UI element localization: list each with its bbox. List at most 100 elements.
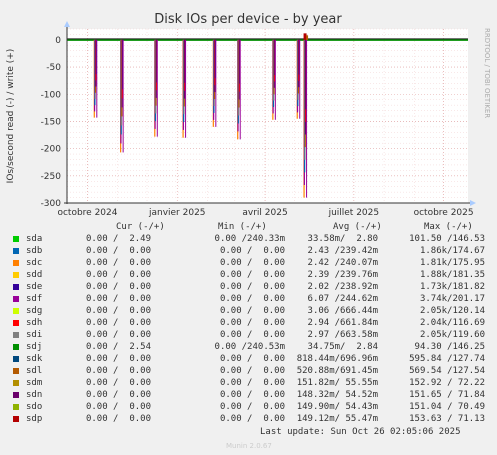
y-axis-ticks: 0 -50 -100 -150 -200 -250 -300 — [41, 36, 62, 209]
legend-cur: 0.00 / 0.00 — [85, 258, 151, 268]
legend-name: sde — [26, 282, 43, 292]
legend-row-sda: sda 0.00 / 2.49 0.00 /240.33m 33.58m/ 2.80 1… — [0, 234, 497, 246]
legend-min: 0.00 / 0.00 — [219, 390, 285, 400]
legend-cur: 0.00 / 0.00 — [85, 414, 151, 424]
legend-max: 2.04k/116.69 — [419, 318, 485, 328]
header-max: Max (-/+) — [424, 222, 473, 232]
legend-avg: 149.12m/ 55.47m — [296, 414, 378, 424]
x-tick-label: janvier 2025 — [148, 208, 206, 218]
x-axis-arrow — [470, 200, 476, 206]
legend-swatch — [13, 404, 19, 410]
legend-avg: 2.94 /661.84m — [307, 318, 378, 328]
legend-max: 101.50 /146.53 — [409, 234, 485, 244]
legend-swatch — [13, 236, 19, 242]
y-axis-arrow — [64, 21, 70, 27]
legend-row-sdn: sdn 0.00 / 0.00 0.00 / 0.00 148.32m/ 54.52m… — [0, 390, 497, 402]
legend-cur: 0.00 / 0.00 — [85, 378, 151, 388]
legend-avg: 520.88m/691.45m — [296, 366, 378, 376]
legend-row-sdb: sdb 0.00 / 0.00 0.00 / 0.00 2.43 /239.42m 1.… — [0, 246, 497, 258]
legend-row-sde: sde 0.00 / 0.00 0.00 / 0.00 2.02 /238.92m 1.… — [0, 282, 497, 294]
legend-swatch — [13, 260, 19, 266]
legend-avg: 818.44m/696.96m — [296, 354, 378, 364]
legend-avg: 34.75m/ 2.84 — [307, 342, 378, 352]
legend-min: 0.00 / 0.00 — [219, 246, 285, 256]
legend-row-sdo: sdo 0.00 / 0.00 0.00 / 0.00 149.90m/ 54.43m… — [0, 402, 497, 414]
legend-cur: 0.00 / 0.00 — [85, 270, 151, 280]
legend-name: sdn — [26, 390, 43, 400]
legend-avg: 2.42 /240.07m — [307, 258, 378, 268]
legend-cur: 0.00 / 0.00 — [85, 246, 151, 256]
legend-avg: 2.39 /239.76m — [307, 270, 378, 280]
legend-max: 1.88k/181.35 — [419, 270, 485, 280]
legend-min: 0.00 / 0.00 — [219, 414, 285, 424]
legend-name: sdh — [26, 318, 43, 328]
legend-name: sdj — [26, 342, 43, 352]
x-tick-label: octobre 2025 — [414, 208, 474, 218]
munin-version: Munin 2.0.67 — [226, 442, 272, 450]
legend-row-sdj: sdj 0.00 / 2.54 0.00 /240.53m 34.75m/ 2.84 9… — [0, 342, 497, 354]
legend-cur: 0.00 / 0.00 — [85, 330, 151, 340]
legend-row-sdl: sdl 0.00 / 0.00 0.00 / 0.00 520.88m/691.45m… — [0, 366, 497, 378]
legend-name: sdi — [26, 330, 43, 340]
legend-min: 0.00 / 0.00 — [219, 270, 285, 280]
legend-name: sdd — [26, 270, 43, 280]
legend-min: 0.00 / 0.00 — [219, 306, 285, 316]
header-cur: Cur (-/+) — [116, 222, 165, 232]
legend-cur: 0.00 / 2.54 — [85, 342, 151, 352]
legend-max: 2.05k/119.60 — [419, 330, 485, 340]
legend-name: sdk — [26, 354, 43, 364]
legend-max: 151.04 / 70.49 — [409, 402, 485, 412]
legend-max: 1.86k/174.67 — [419, 246, 485, 256]
legend-swatch — [13, 272, 19, 278]
legend-max: 595.84 /127.74 — [409, 354, 485, 364]
legend-min: 0.00 / 0.00 — [219, 318, 285, 328]
legend-row-sdm: sdm 0.00 / 0.00 0.00 / 0.00 151.82m/ 55.55m… — [0, 378, 497, 390]
y-tick-label: -100 — [41, 90, 62, 100]
legend-row-sdi: sdi 0.00 / 0.00 0.00 / 0.00 2.97 /663.58m 2.… — [0, 330, 497, 342]
legend-min: 0.00 /240.33m — [214, 234, 285, 244]
header-min: Min (-/+) — [218, 222, 267, 232]
legend-cur: 0.00 / 0.00 — [85, 306, 151, 316]
legend-avg: 2.43 /239.42m — [307, 246, 378, 256]
legend-max: 152.92 / 72.22 — [409, 378, 485, 388]
legend-avg: 149.90m/ 54.43m — [296, 402, 378, 412]
legend-cur: 0.00 / 0.00 — [85, 402, 151, 412]
legend-avg: 6.07 /244.62m — [307, 294, 378, 304]
legend-swatch — [13, 380, 19, 386]
legend-name: sdm — [26, 378, 43, 388]
legend-row-sdd: sdd 0.00 / 0.00 0.00 / 0.00 2.39 /239.76m 1.… — [0, 270, 497, 282]
y-tick-label: 0 — [55, 36, 61, 46]
legend-cur: 0.00 / 0.00 — [85, 282, 151, 292]
legend-row-sdf: sdf 0.00 / 0.00 0.00 / 0.00 6.07 /244.62m 3.… — [0, 294, 497, 306]
legend-cur: 0.00 / 2.49 — [85, 234, 151, 244]
legend-swatch — [13, 296, 19, 302]
legend-avg: 151.82m/ 55.55m — [296, 378, 378, 388]
legend-max: 2.05k/120.14 — [419, 306, 485, 316]
y-tick-label: -150 — [41, 117, 62, 127]
legend-max: 1.73k/181.82 — [419, 282, 485, 292]
y-tick-label: -300 — [41, 199, 62, 209]
legend-cur: 0.00 / 0.00 — [85, 366, 151, 376]
legend-swatch — [13, 392, 19, 398]
x-tick-label: octobre 2024 — [57, 208, 117, 218]
x-tick-label: avril 2025 — [242, 208, 287, 218]
legend-row-sdh: sdh 0.00 / 0.00 0.00 / 0.00 2.94 /661.84m 2.… — [0, 318, 497, 330]
legend-min: 0.00 / 0.00 — [219, 378, 285, 388]
series-group — [67, 33, 468, 198]
legend-swatch — [13, 416, 19, 422]
y-tick-label: -250 — [41, 172, 62, 182]
legend-min: 0.00 /240.53m — [214, 342, 285, 352]
legend-swatch — [13, 248, 19, 254]
legend-avg: 2.02 /238.92m — [307, 282, 378, 292]
x-axis-ticks: octobre 2024 janvier 2025 avril 2025 juille… — [57, 208, 473, 218]
last-update: Last update: Sun Oct 26 02:05:06 2025 — [260, 427, 461, 437]
chart-title: Disk IOs per device - by year — [154, 12, 342, 27]
legend-cur: 0.00 / 0.00 — [85, 318, 151, 328]
rrdtool-credit: RRDTOOL / TOBI OETIKER — [483, 28, 491, 118]
legend-max: 569.54 /127.54 — [409, 366, 485, 376]
legend-name: sdg — [26, 306, 43, 316]
legend-avg: 148.32m/ 54.52m — [296, 390, 378, 400]
legend-header: Cur (-/+) Min (-/+) Avg (-/+) Max (-/+) — [0, 222, 497, 234]
legend-max: 1.81k/175.95 — [419, 258, 485, 268]
legend-name: sdo — [26, 402, 43, 412]
